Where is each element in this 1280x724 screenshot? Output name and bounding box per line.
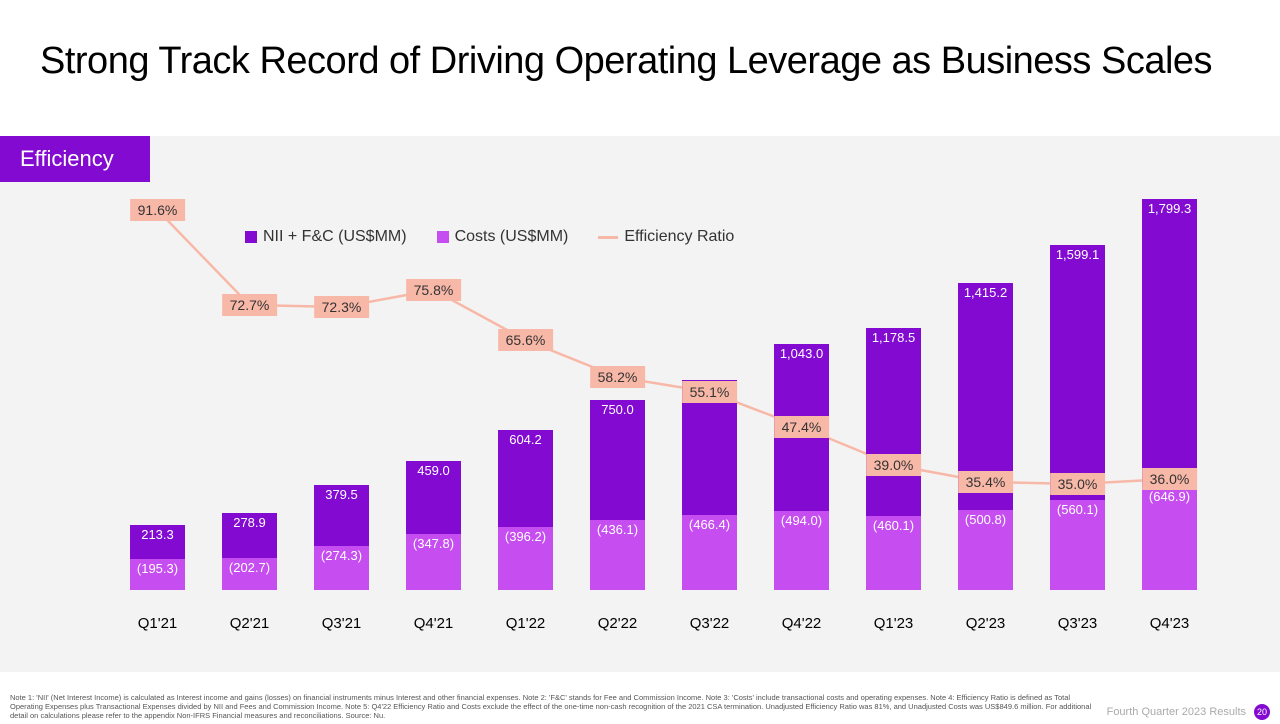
efficiency-ratio-label: 47.4% xyxy=(774,416,830,438)
nii-bar xyxy=(866,328,921,517)
nii-value-label: 213.3 xyxy=(130,527,185,542)
costs-value-label: (500.8) xyxy=(958,512,1013,527)
nii-value-label: 1,043.0 xyxy=(774,346,829,361)
costs-value-label: (460.1) xyxy=(866,518,921,533)
chart-column: 213.3 (195.3) xyxy=(130,525,185,590)
chart-column: 459.0 (347.8) xyxy=(406,461,461,590)
costs-value-label: (202.7) xyxy=(222,560,277,575)
nii-value-label: 1,415.2 xyxy=(958,285,1013,300)
costs-value-label: (436.1) xyxy=(590,522,645,537)
efficiency-ratio-label: 58.2% xyxy=(590,366,646,388)
costs-value-label: (466.4) xyxy=(682,517,737,532)
chart-column: 1,799.3 (646.9) xyxy=(1142,199,1197,590)
efficiency-ratio-label: 72.3% xyxy=(314,296,370,318)
costs-value-label: (347.8) xyxy=(406,536,461,551)
costs-value-label: (560.1) xyxy=(1050,502,1105,517)
costs-value-label: (494.0) xyxy=(774,513,829,528)
section-tag: Efficiency xyxy=(0,136,150,182)
efficiency-ratio-label: 39.0% xyxy=(866,454,922,476)
chart-column: 847.0(466.4) xyxy=(682,380,737,590)
x-axis-label: Q3'23 xyxy=(1038,615,1118,632)
x-axis-label: Q1'23 xyxy=(854,615,934,632)
nii-bar xyxy=(590,400,645,520)
x-axis-label: Q2'23 xyxy=(946,615,1026,632)
page-number-badge: 20 xyxy=(1254,704,1270,720)
costs-value-label: (646.9) xyxy=(1142,489,1197,504)
slide-title: Strong Track Record of Driving Operating… xyxy=(40,40,1212,83)
nii-bar xyxy=(1142,199,1197,487)
costs-value-label: (396.2) xyxy=(498,529,553,544)
chart-column: 379.5 (274.3) xyxy=(314,485,369,590)
nii-value-label: 1,799.3 xyxy=(1142,201,1197,216)
x-axis-label: Q2'21 xyxy=(210,615,290,632)
nii-value-label: 604.2 xyxy=(498,432,553,447)
x-axis-label: Q4'21 xyxy=(394,615,474,632)
chart-column: 1,043.0 (494.0) xyxy=(774,344,829,590)
x-axis-label: Q4'22 xyxy=(762,615,842,632)
efficiency-ratio-label: 72.7% xyxy=(222,294,278,316)
efficiency-ratio-label: 55.1% xyxy=(682,381,738,403)
x-axis-label: Q2'22 xyxy=(578,615,658,632)
efficiency-ratio-label: 36.0% xyxy=(1142,468,1198,490)
nii-value-label: 750.0 xyxy=(590,402,645,417)
efficiency-ratio-label: 91.6% xyxy=(130,199,186,221)
chart-column: 604.2 (396.2) xyxy=(498,430,553,590)
x-axis-label: Q3'21 xyxy=(302,615,382,632)
nii-bar xyxy=(1050,245,1105,501)
footer-right: Fourth Quarter 2023 Results 20 xyxy=(1107,704,1270,720)
footer-notes: Note 1: 'NII' (Net Interest Income) is c… xyxy=(10,693,1097,720)
efficiency-chart: 213.3 (195.3) 91.6% 278.9 (202.7) 72.7% 379.5 (… xyxy=(110,190,1230,650)
chart-column: 750.0 (436.1) xyxy=(590,400,645,590)
x-axis-label: Q1'21 xyxy=(118,615,198,632)
x-axis-label: Q4'23 xyxy=(1130,615,1210,632)
chart-column: 1,415.2 (500.8) xyxy=(958,283,1013,590)
x-axis-label: Q1'22 xyxy=(486,615,566,632)
x-axis-label: Q3'22 xyxy=(670,615,750,632)
nii-value-label: 1,599.1 xyxy=(1050,247,1105,262)
nii-value-label: 1,178.5 xyxy=(866,330,921,345)
efficiency-ratio-label: 35.0% xyxy=(1050,473,1106,495)
efficiency-ratio-label: 75.8% xyxy=(406,279,462,301)
nii-value-label: 459.0 xyxy=(406,463,461,478)
chart-column: 1,599.1 (560.1) xyxy=(1050,245,1105,590)
costs-value-label: (195.3) xyxy=(130,561,185,576)
costs-value-label: (274.3) xyxy=(314,548,369,563)
efficiency-ratio-label: 35.4% xyxy=(958,471,1014,493)
efficiency-ratio-label: 65.6% xyxy=(498,329,554,351)
chart-column: 278.9 (202.7) xyxy=(222,513,277,590)
nii-value-label: 278.9 xyxy=(222,515,277,530)
footer-right-text: Fourth Quarter 2023 Results xyxy=(1107,706,1246,718)
slide-footer: Note 1: 'NII' (Net Interest Income) is c… xyxy=(10,693,1270,720)
nii-value-label: 379.5 xyxy=(314,487,369,502)
chart-plot-area: 213.3 (195.3) 91.6% 278.9 (202.7) 72.7% 379.5 (… xyxy=(110,190,1230,590)
